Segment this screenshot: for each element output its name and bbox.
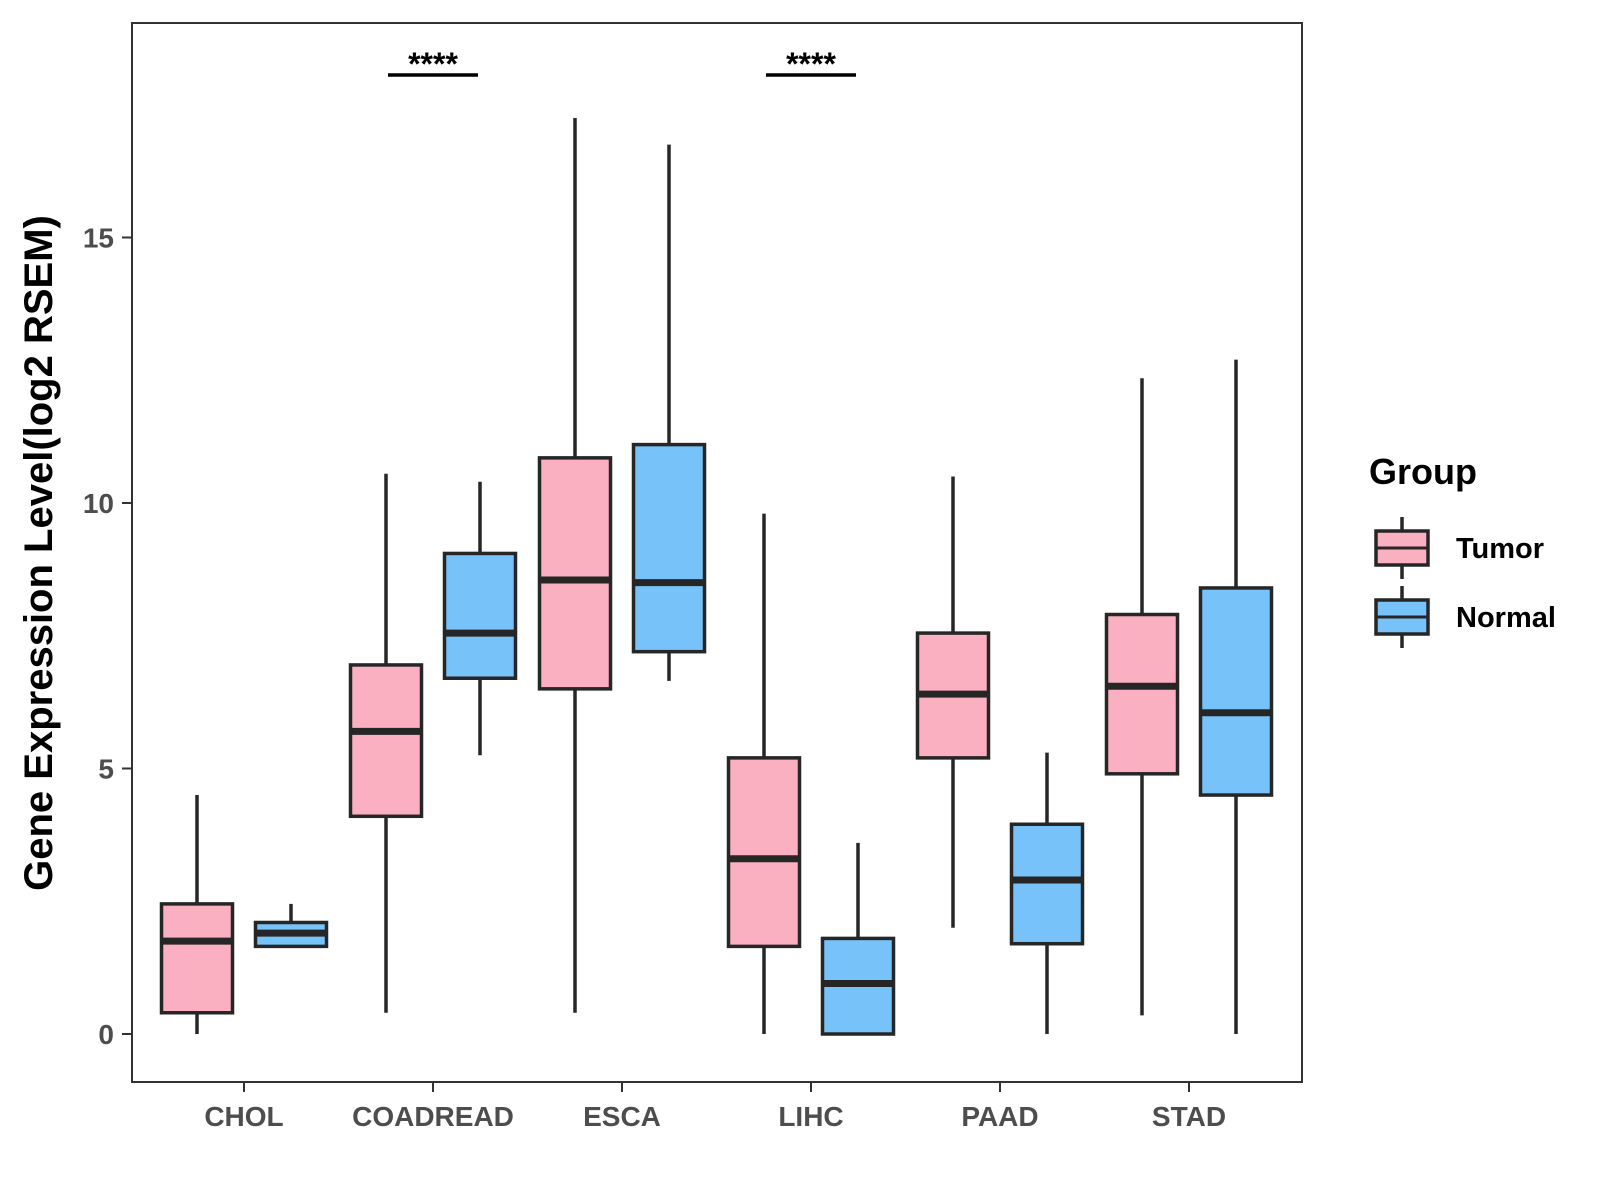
iqr-box (726, 756, 802, 949)
box-normal-stad (1198, 359, 1274, 1034)
plot-area: **** **** (131, 22, 1303, 1083)
y-axis-title: Gene Expression Level(log2 RSEM) (17, 215, 61, 891)
plot-panel-border (131, 22, 1303, 1083)
y-tick-label: 0 (98, 1019, 114, 1050)
x-tick-label: PAAD (961, 1101, 1038, 1132)
box-normal-paad (1009, 752, 1085, 1034)
significance-label: **** (408, 46, 458, 82)
iqr-box (1104, 612, 1180, 776)
y-tick-label: 5 (98, 754, 114, 785)
legend-item-tumor: Tumor (1374, 517, 1544, 579)
y-tick-label: 10 (83, 488, 114, 519)
x-tick-label: STAD (1152, 1101, 1226, 1132)
box-normal-lihc (820, 842, 896, 1036)
box-normal-chol (253, 903, 329, 949)
x-tick-label: CHOL (204, 1101, 283, 1132)
legend-title: Group (1369, 451, 1477, 492)
box-normal-esca (631, 144, 707, 681)
box-tumor-lihc (726, 513, 802, 1034)
iqr-box (537, 456, 613, 691)
legend-label: Normal (1456, 602, 1556, 634)
iqr-box (1009, 822, 1085, 946)
iqr-box (442, 551, 518, 680)
y-tick-label: 15 (83, 223, 114, 254)
iqr-box (348, 663, 424, 819)
box-tumor-chol (159, 795, 235, 1034)
box-tumor-esca (537, 118, 613, 1013)
box-tumor-paad (915, 476, 991, 928)
legend-item-normal: Normal (1374, 586, 1556, 648)
x-tick-label: LIHC (778, 1101, 843, 1132)
legend-label: Tumor (1456, 533, 1544, 565)
box-tumor-coadread (348, 473, 424, 1013)
iqr-box (1198, 586, 1274, 797)
x-tick-label: COADREAD (352, 1101, 514, 1132)
iqr-box (631, 442, 707, 654)
box-tumor-stad (1104, 378, 1180, 1016)
significance-label: **** (786, 46, 836, 82)
axis-ticks: 0 5 10 15 CHOL COADREAD ESCA LIHC PAAD STAD (83, 223, 1226, 1133)
box-normal-coadread (442, 481, 518, 756)
x-tick-label: ESCA (583, 1101, 661, 1132)
iqr-box (159, 902, 235, 1015)
legend: Group Tumor Normal (1369, 451, 1556, 648)
